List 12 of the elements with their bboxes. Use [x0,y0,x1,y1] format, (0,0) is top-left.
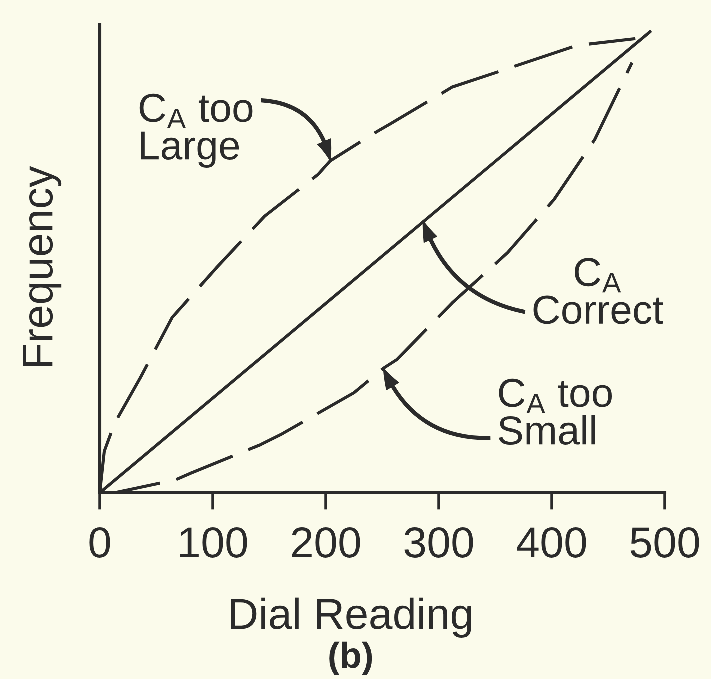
annotation: C$_{A}$ too Large [140,94,253,168]
y-axis-title: Frequency [23,166,62,366]
x-tick-label: 100 [180,527,248,558]
x-tick-label: 0 [90,527,110,558]
x-tick-label: 200 [292,527,360,558]
text: (b) [330,642,372,676]
x-tick-label: 500 [630,527,700,558]
annotation: C$_{A}$ Correct [534,258,664,324]
annotation: C$_{A}$ too Small [499,378,612,446]
x-tick-label: 300 [404,527,474,558]
x-tick-label: 400 [517,527,586,558]
x-axis-title: Dial Reading [231,598,472,638]
